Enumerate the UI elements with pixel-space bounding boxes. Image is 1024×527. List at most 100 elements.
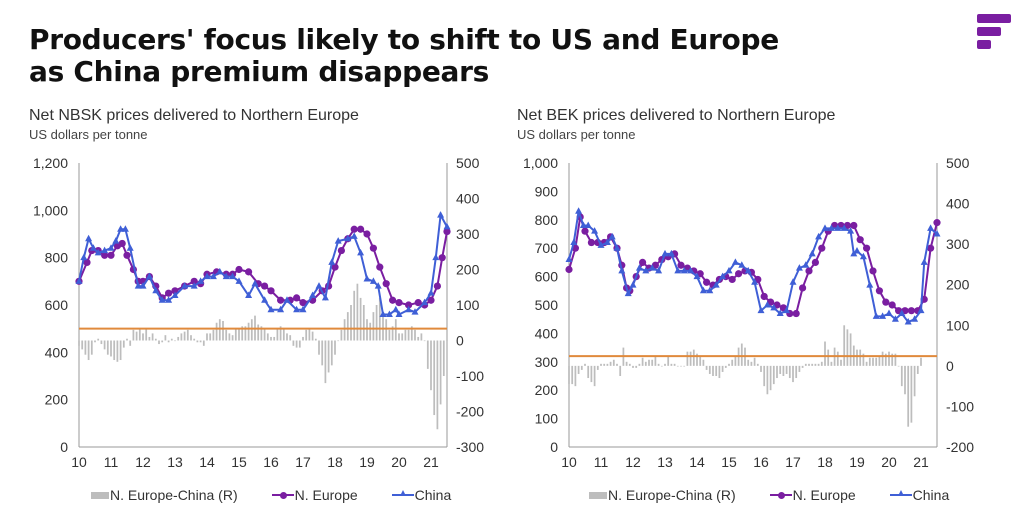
- bek-bar: [900, 365, 903, 387]
- bek-bar: [827, 349, 830, 366]
- bek-bar: [702, 359, 705, 366]
- bek-bar: [667, 355, 670, 366]
- bek-x-tick-label: 19: [849, 454, 865, 470]
- bek-bar: [756, 363, 759, 366]
- bek-china-point: [757, 306, 765, 314]
- nbsk-bar: [103, 340, 106, 350]
- bek-china-point: [866, 281, 874, 288]
- bek-china-point: [738, 261, 746, 268]
- bek-bar: [904, 365, 906, 395]
- nbsk-bar: [126, 338, 128, 341]
- bek-bar: [574, 365, 577, 387]
- nbsk-europe-point: [350, 225, 358, 233]
- bek-bar: [849, 333, 852, 366]
- chart-left-title: Net NBSK prices delivered to Northern Eu…: [29, 107, 359, 124]
- bek-europe-point: [811, 258, 820, 266]
- bek-bar: [824, 341, 826, 366]
- bek-china-point: [821, 224, 829, 231]
- bek-bar: [606, 363, 609, 366]
- bek-china-point: [731, 258, 739, 265]
- bek-y2-tick-label: 200: [946, 277, 970, 293]
- legend-right: N. Europe-China (R) N. Europe China: [589, 487, 983, 503]
- bek-bar: [750, 361, 753, 366]
- nbsk-bar: [327, 340, 330, 373]
- nbsk-europe-point: [414, 299, 422, 307]
- bek-x-tick-label: 20: [881, 454, 897, 470]
- bek-bar: [884, 353, 887, 366]
- nbsk-x-tick-label: 16: [263, 454, 279, 470]
- nbsk-china-point: [277, 305, 285, 313]
- nbsk-europe-point: [395, 299, 403, 307]
- nbsk-bar: [100, 340, 103, 345]
- nbsk-bar: [212, 329, 215, 341]
- bek-bar: [878, 355, 881, 366]
- bek-china-point: [693, 272, 701, 280]
- bek-china-point: [891, 315, 899, 322]
- nbsk-bar: [279, 326, 282, 341]
- bek-china-point: [770, 303, 778, 311]
- nbsk-china-point: [379, 310, 387, 317]
- bek-bar: [616, 363, 618, 366]
- nbsk-x-tick-label: 21: [423, 454, 439, 470]
- nbsk-bar: [410, 326, 413, 341]
- nbsk-bar: [116, 340, 119, 362]
- nbsk-china-point: [117, 225, 125, 232]
- bek-china-point: [827, 224, 835, 231]
- nbsk-bar: [158, 340, 160, 345]
- bek-europe-point: [581, 227, 589, 235]
- bek-bar: [571, 365, 574, 385]
- bek-china-point: [712, 281, 720, 288]
- nbsk-y-tick-label: 800: [45, 250, 69, 266]
- bek-china-point: [635, 264, 643, 271]
- bek-bar: [644, 361, 647, 366]
- bek-bar: [830, 361, 833, 366]
- nbsk-china-point: [134, 282, 142, 289]
- nbsk-europe-point: [389, 296, 397, 304]
- bek-bar: [840, 359, 842, 366]
- bek-china-point: [584, 221, 592, 228]
- nbsk-europe-point: [123, 251, 131, 259]
- nbsk-bar: [215, 322, 218, 341]
- nbsk-europe-point: [267, 287, 275, 295]
- bek-europe-point: [927, 244, 935, 252]
- nbsk-y2-tick-label: 100: [456, 297, 480, 313]
- nbsk-bar: [356, 283, 359, 341]
- nbsk-europe-point: [261, 282, 269, 290]
- bek-china-point: [629, 281, 637, 288]
- nbsk-bar: [97, 338, 100, 341]
- bek-bar: [814, 363, 817, 366]
- nbsk-china-point: [121, 225, 129, 232]
- nbsk-china-point: [427, 289, 435, 296]
- bek-europe-point: [639, 258, 647, 266]
- nbsk-bar: [433, 340, 436, 416]
- nbsk-bar: [193, 338, 196, 341]
- legend-europe-swatch: [769, 491, 792, 499]
- bek-bar: [593, 365, 596, 387]
- bek-china-point: [579, 221, 587, 228]
- nbsk-china-point: [251, 279, 259, 287]
- nbsk-bar: [202, 340, 205, 346]
- bek-y-tick-label: 800: [535, 212, 559, 228]
- bek-x-tick-label: 13: [657, 454, 673, 470]
- bek-y-tick-label: 400: [535, 325, 559, 341]
- nbsk-europe-point: [83, 258, 91, 266]
- legend-item-europe: N. Europe: [271, 487, 358, 503]
- nbsk-bar: [250, 319, 253, 341]
- bek-bar: [628, 363, 631, 366]
- bek-y-tick-label: 700: [535, 240, 559, 256]
- bek-china-point: [834, 224, 842, 231]
- nbsk-x-tick-label: 14: [199, 454, 215, 470]
- bek-bar: [686, 351, 689, 366]
- nbsk-china-point: [245, 291, 253, 299]
- bek-bar: [625, 361, 628, 366]
- nbsk-bar: [225, 329, 228, 341]
- nbsk-china-point: [309, 291, 317, 299]
- bek-europe-point: [933, 219, 941, 227]
- nbsk-europe-point: [357, 225, 365, 233]
- nbsk-bar: [414, 329, 416, 341]
- bek-bar: [820, 361, 823, 366]
- bek-bar: [811, 363, 814, 366]
- nbsk-x-tick-label: 15: [231, 454, 247, 470]
- nbsk-y-tick-label: 400: [45, 344, 69, 360]
- nbsk-china-point: [437, 211, 445, 218]
